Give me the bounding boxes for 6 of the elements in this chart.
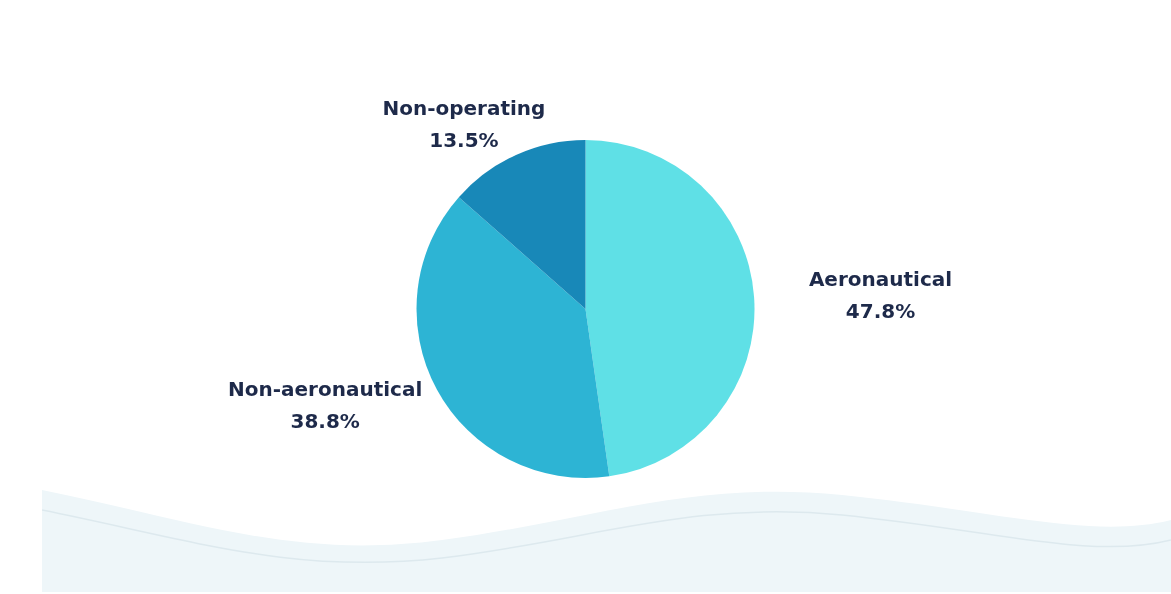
slice-label: Non-operating <box>382 96 546 121</box>
slice-label: Non-aeronautical <box>228 377 423 402</box>
data-label: 13.5% <box>429 128 499 153</box>
data-label: 47.8% <box>845 298 916 323</box>
slice-label: Aeronautical <box>808 266 953 291</box>
data-label: 38.8% <box>290 409 360 434</box>
